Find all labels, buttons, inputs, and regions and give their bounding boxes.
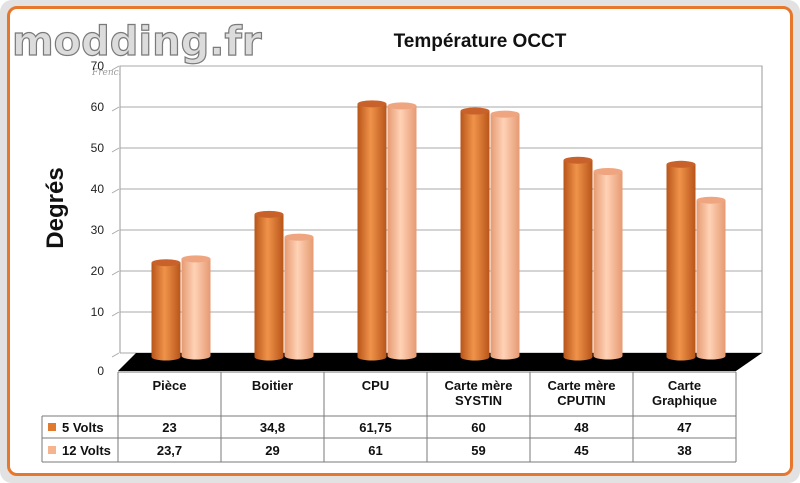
- data-label: 38: [677, 443, 691, 458]
- data-label: 48: [574, 420, 588, 435]
- bar-top: [594, 168, 623, 175]
- gridline-depth: [112, 353, 119, 357]
- bar-body: [152, 263, 181, 361]
- logo-text: modding.fr: [12, 19, 262, 65]
- y-tick-label: 70: [91, 59, 105, 73]
- bar-top: [388, 102, 417, 109]
- bar-12v: [285, 234, 314, 360]
- plot-floor: [118, 353, 762, 371]
- y-tick-label: 60: [91, 100, 105, 114]
- bar-12v: [491, 111, 520, 360]
- gridline-depth: [112, 230, 119, 234]
- bar-5v: [255, 211, 284, 361]
- chart-canvas: modding.fr French Touch Température OCCT…: [0, 0, 800, 483]
- gridline-depth: [112, 107, 119, 111]
- y-tick-label: 40: [91, 182, 105, 196]
- data-label: 61: [368, 443, 382, 458]
- bar-5v: [564, 157, 593, 361]
- bar-top: [697, 197, 726, 204]
- bar-top: [667, 161, 696, 168]
- bar-5v: [152, 259, 181, 360]
- bar-body: [594, 172, 623, 360]
- bar-top: [182, 255, 211, 262]
- bar-top: [285, 234, 314, 241]
- y-axis-label: Degrés: [42, 167, 69, 248]
- floor-slab: [118, 353, 762, 371]
- bar-top: [255, 211, 284, 218]
- gridline-depth: [112, 189, 119, 193]
- gridline-depth: [112, 271, 119, 275]
- legend-label: 12 Volts: [62, 443, 111, 458]
- y-tick-label: 20: [91, 264, 105, 278]
- bar-body: [388, 106, 417, 360]
- y-tick-labels: 0 10 20 30 40 50 60 70: [91, 59, 105, 378]
- data-label: 59: [471, 443, 485, 458]
- plot-back-wall: [120, 66, 762, 353]
- bar-body: [255, 214, 284, 360]
- data-label: 61,75: [359, 420, 392, 435]
- bar-top: [358, 100, 387, 107]
- bar-12v: [182, 255, 211, 359]
- bar-top: [491, 111, 520, 118]
- gridline-depth: [112, 312, 119, 316]
- bar-5v: [667, 161, 696, 361]
- bar-body: [697, 200, 726, 359]
- data-label: 34,8: [260, 420, 285, 435]
- category-label: Pièce: [153, 378, 187, 393]
- bar-body: [285, 237, 314, 359]
- bar-5v: [461, 108, 490, 361]
- bar-body: [182, 259, 211, 360]
- legend-label: 5 Volts: [62, 420, 104, 435]
- data-label: 47: [677, 420, 691, 435]
- bar-top: [564, 157, 593, 164]
- legend-key-12v: [48, 446, 56, 454]
- data-label: 60: [471, 420, 485, 435]
- data-label: 45: [574, 443, 588, 458]
- bar-12v: [388, 102, 417, 359]
- y-tick-label: 10: [91, 305, 105, 319]
- category-label: Carte Graphique: [652, 378, 717, 408]
- bar-12v: [594, 168, 623, 360]
- bar-top: [152, 259, 181, 266]
- data-label: 23: [162, 420, 176, 435]
- data-label: 29: [265, 443, 279, 458]
- chart-title: Température OCCT: [394, 31, 567, 52]
- gridline-depth: [112, 148, 119, 152]
- y-tick-label: 0: [97, 364, 104, 378]
- bar-top: [461, 108, 490, 115]
- bar-body: [461, 111, 490, 361]
- bar-body: [667, 164, 696, 360]
- category-label: CPU: [362, 378, 389, 393]
- bar-5v: [358, 100, 387, 360]
- category-label: Carte mère CPUTIN: [548, 378, 616, 408]
- legend-key-5v: [48, 423, 56, 431]
- y-tick-label: 30: [91, 223, 105, 237]
- bar-body: [564, 160, 593, 360]
- bar-12v: [697, 197, 726, 360]
- category-label: Boitier: [252, 378, 293, 393]
- back-wall-frame: [120, 66, 762, 353]
- bar-body: [491, 114, 520, 359]
- bar-body: [358, 104, 387, 361]
- data-label: 23,7: [157, 443, 182, 458]
- y-tick-label: 50: [91, 141, 105, 155]
- data-table: Pièce Boitier CPU Carte mère SYSTIN Carte mèr…: [42, 372, 736, 462]
- category-label: Carte mère SYSTIN: [445, 378, 513, 408]
